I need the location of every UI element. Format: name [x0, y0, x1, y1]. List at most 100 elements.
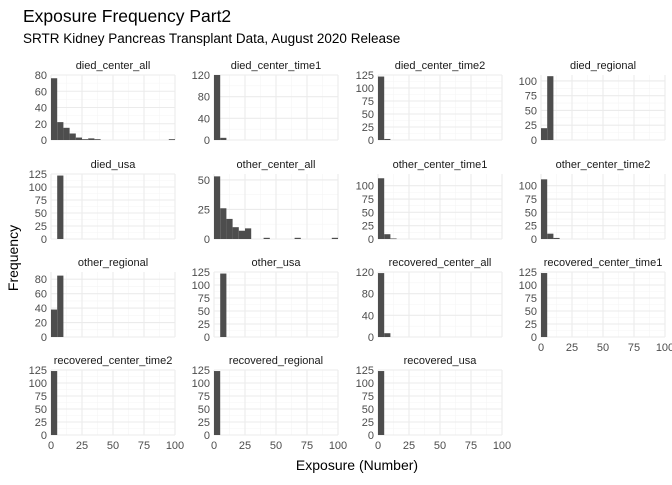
y-tick-label: 40: [35, 303, 47, 315]
facet-strip-label: other_center_time1: [393, 159, 488, 171]
y-tick-label: 75: [362, 194, 374, 206]
histogram-bar: [214, 75, 221, 140]
x-tick-label: 25: [403, 440, 415, 452]
histogram-bar: [384, 333, 391, 337]
y-tick-label: 0: [41, 135, 47, 147]
x-tick-label: 100: [656, 342, 672, 354]
y-tick-label: 100: [356, 83, 374, 95]
histogram-bar: [238, 230, 245, 239]
y-tick-label: 75: [198, 391, 210, 403]
y-tick-label: 125: [29, 365, 47, 377]
y-tick-label: 50: [198, 175, 210, 187]
y-tick-label: 40: [35, 103, 47, 115]
facet-strip-label: recovered_regional: [229, 355, 323, 367]
y-tick-label: 120: [192, 70, 210, 82]
histogram-bar: [214, 176, 221, 239]
histogram-bar: [331, 237, 338, 239]
y-tick-label: 75: [35, 391, 47, 403]
y-tick-label: 50: [525, 105, 537, 117]
histogram-bar: [75, 137, 82, 140]
x-tick-label: 25: [239, 440, 251, 452]
y-tick-label: 25: [525, 120, 537, 132]
facet-strip-label: died_usa: [91, 159, 137, 171]
histogram-bar: [94, 139, 101, 140]
histogram-bar: [245, 228, 252, 239]
histogram-bar: [378, 76, 385, 140]
y-tick-label: 80: [35, 70, 47, 82]
histogram-bar: [541, 179, 548, 239]
y-tick-label: 75: [362, 391, 374, 403]
facet-strip-label: recovered_center_time1: [544, 257, 663, 269]
y-tick-label: 120: [356, 267, 374, 279]
y-tick-label: 50: [198, 306, 210, 318]
histogram-bar: [263, 237, 270, 239]
y-tick-label: 0: [204, 135, 210, 147]
x-tick-label: 75: [138, 440, 150, 452]
x-tick-label: 0: [48, 440, 54, 452]
y-tick-label: 0: [531, 135, 537, 147]
x-tick-label: 0: [375, 440, 381, 452]
y-tick-label: 0: [368, 234, 374, 246]
x-tick-label: 75: [301, 440, 313, 452]
x-tick-label: 50: [434, 440, 446, 452]
facet-strip-label: other_center_all: [237, 159, 316, 171]
facet-strip-label: died_center_all: [76, 60, 151, 72]
y-tick-label: 75: [362, 96, 374, 108]
facet-strip-label: other_usa: [252, 257, 302, 269]
y-tick-label: 20: [35, 119, 47, 131]
y-tick-label: 75: [525, 91, 537, 103]
y-tick-label: 60: [35, 86, 47, 98]
x-tick-label: 100: [166, 440, 184, 452]
x-tick-label: 25: [566, 342, 578, 354]
y-tick-label: 100: [29, 182, 47, 194]
facet-strip-label: recovered_center_all: [389, 257, 492, 269]
facet-strip-label: died_center_time1: [231, 60, 322, 72]
x-tick-label: 75: [465, 440, 477, 452]
y-tick-label: 25: [35, 417, 47, 429]
histogram-bar: [226, 218, 233, 239]
y-tick-label: 100: [192, 378, 210, 390]
y-tick-label: 25: [525, 319, 537, 331]
y-axis-label: Frequency: [5, 225, 21, 291]
y-tick-label: 100: [519, 181, 537, 193]
histogram-bar: [57, 122, 64, 140]
histogram-bar: [214, 371, 221, 435]
y-tick-label: 40: [362, 310, 374, 322]
x-tick-label: 0: [538, 342, 544, 354]
histogram-bar: [547, 233, 554, 239]
chart-subtitle: SRTR Kidney Pancreas Transplant Data, Au…: [23, 31, 400, 46]
x-tick-label: 100: [493, 440, 511, 452]
histogram-bar: [541, 128, 548, 140]
histogram-bar: [384, 138, 391, 140]
y-tick-label: 100: [519, 76, 537, 88]
histogram-bar: [57, 275, 64, 337]
y-tick-label: 0: [368, 135, 374, 147]
histogram-bar: [88, 138, 95, 140]
facet-panel: died_center_all 0 20 40 60 80: [35, 60, 176, 147]
y-tick-label: 50: [362, 109, 374, 121]
facet-panels: died_center_all 0 20 40 60 80 died_center_time…: [29, 60, 672, 452]
y-tick-label: 60: [35, 289, 47, 301]
chart-title: Exposure Frequency Part2: [23, 6, 231, 26]
histogram-bar: [553, 237, 560, 239]
histogram-bar: [51, 371, 58, 435]
y-tick-label: 80: [362, 289, 374, 301]
y-tick-label: 50: [362, 404, 374, 416]
y-tick-label: 50: [525, 306, 537, 318]
y-tick-label: 50: [198, 404, 210, 416]
y-tick-label: 125: [29, 169, 47, 181]
y-tick-label: 125: [356, 70, 374, 82]
histogram-bar: [220, 208, 227, 239]
x-tick-label: 50: [107, 440, 119, 452]
histogram-bar: [82, 139, 89, 140]
y-tick-label: 0: [204, 430, 210, 442]
y-tick-label: 100: [29, 378, 47, 390]
histogram-bar: [220, 137, 227, 140]
